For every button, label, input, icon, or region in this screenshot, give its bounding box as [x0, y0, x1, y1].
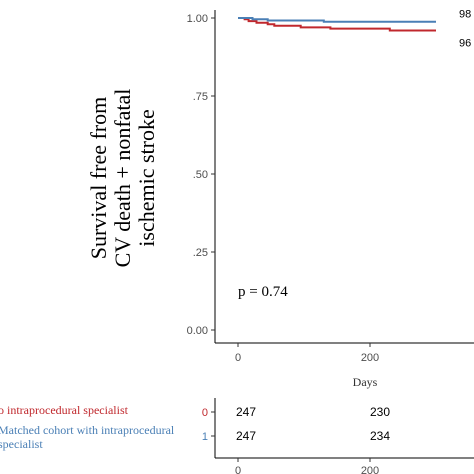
end-label-series-0: 96 [459, 37, 471, 49]
strata-name-0: o intraprocedural specialist [0, 403, 129, 417]
risk-table: 0 200 0 247 230 1 247 234 o intraprocedural spec… [0, 398, 474, 474]
y-axis-label: Survival free fromCV death + nonfatalisc… [86, 89, 159, 268]
risk-table-strata-index: 0 [202, 407, 208, 419]
y-axis-label-line: ischemic stroke [134, 109, 159, 246]
risk-count: 234 [370, 429, 390, 443]
survival-curve-series-0 [238, 17, 436, 32]
chart-labels: Survival free fromCV death + nonfatalisc… [86, 9, 471, 389]
y-tick-label: .25 [193, 247, 208, 259]
x-axis-label: Days [353, 375, 378, 389]
survival-curves [238, 17, 436, 32]
y-tick-label: 0.00 [187, 325, 208, 337]
strata-name-1-line: Matched cohort with intraprocedural [0, 423, 175, 437]
p-value-annotation: p = 0.74 [238, 284, 288, 300]
risk-table-strata-index: 1 [202, 431, 208, 443]
x-tick-label: 200 [361, 352, 379, 364]
y-axis: 0.00 .25 .50 .75 1.00 [187, 10, 216, 343]
y-axis-label-line: Survival free from [86, 97, 111, 260]
x-axis: 0 200 [215, 342, 474, 364]
y-tick-label: .75 [193, 91, 208, 103]
y-axis-label-line: CV death + nonfatal [110, 89, 135, 268]
risk-table-x-tick-label: 0 [235, 465, 241, 474]
x-tick-label: 0 [235, 352, 241, 364]
risk-count: 247 [236, 429, 256, 443]
y-tick-label: .50 [193, 169, 208, 181]
risk-table-x-tick-label: 200 [361, 465, 379, 474]
survival-curve-series-1 [238, 17, 436, 23]
risk-count: 230 [370, 405, 390, 419]
strata-name-1-line: specialist [0, 437, 43, 451]
strata-name-1: Matched cohort with intraprocedural speci… [0, 423, 175, 451]
end-label-series-1: 98 [459, 9, 471, 21]
y-tick-label: 1.00 [187, 13, 208, 25]
risk-count: 247 [236, 405, 256, 419]
